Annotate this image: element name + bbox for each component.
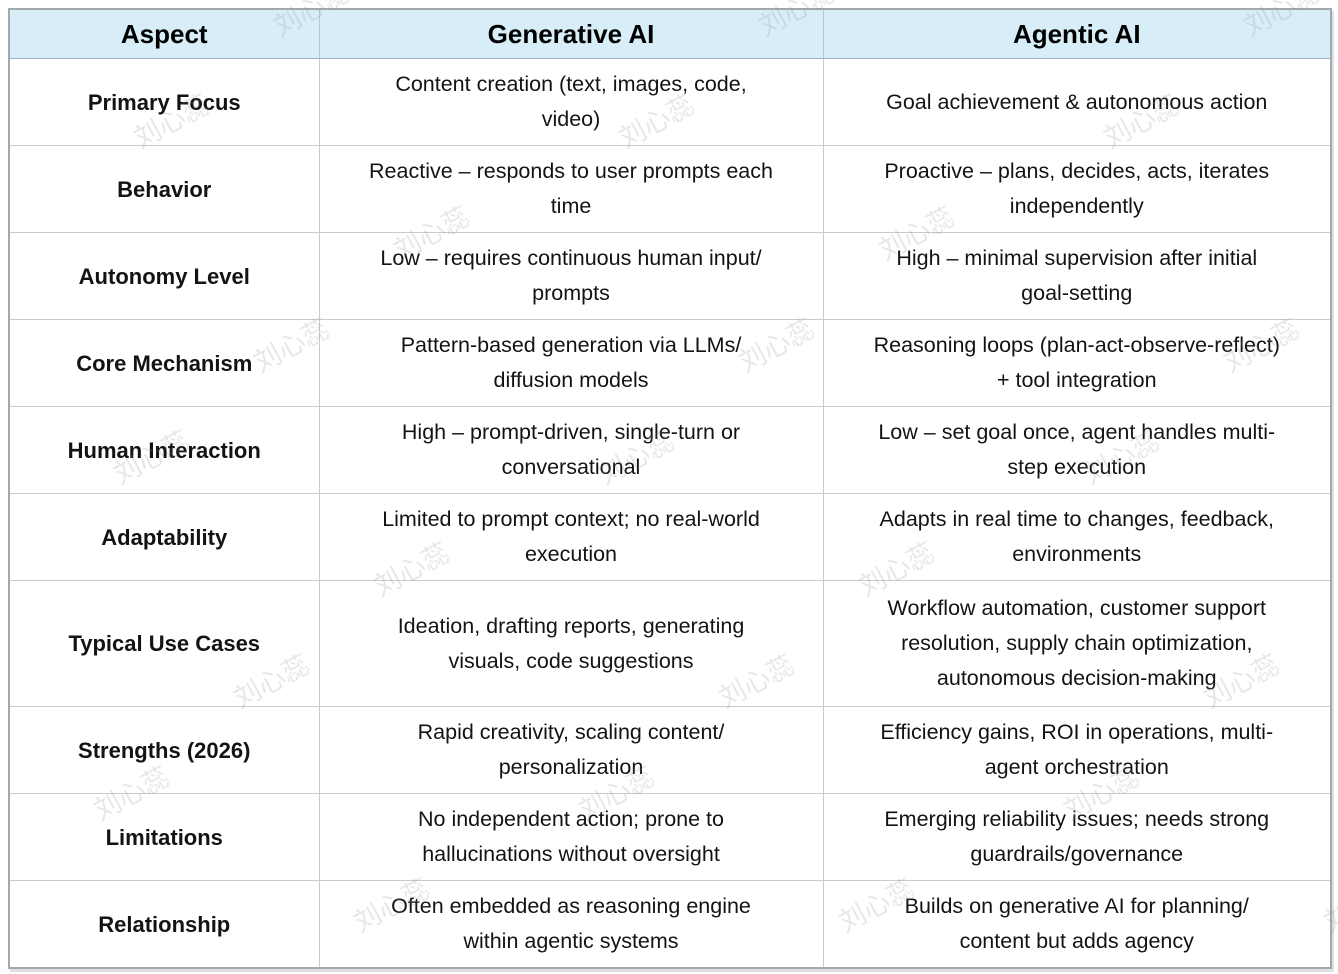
table-row: Human Interaction High – prompt-driven, … bbox=[8, 406, 1332, 494]
agentic-cell: Emerging reliability issues; needs stron… bbox=[822, 793, 1332, 881]
agentic-cell: Reasoning loops (plan-act-observe-reflec… bbox=[822, 319, 1332, 407]
aspect-cell: Behavior bbox=[8, 145, 320, 233]
table-row: Adaptability Limited to prompt context; … bbox=[8, 493, 1332, 581]
table-row: Typical Use Cases Ideation, drafting rep… bbox=[8, 580, 1332, 707]
agentic-cell: Adapts in real time to changes, feedback… bbox=[822, 493, 1332, 581]
aspect-cell: Limitations bbox=[8, 793, 320, 881]
header-cell-aspect: Aspect bbox=[8, 8, 320, 59]
generative-cell: Content creation (text, images, code, vi… bbox=[318, 58, 824, 146]
generative-cell: Low – requires continuous human input/ p… bbox=[318, 232, 824, 320]
agentic-cell: Goal achievement & autonomous action bbox=[822, 58, 1332, 146]
header-cell-agentic-ai: Agentic AI bbox=[822, 8, 1332, 59]
aspect-cell: Relationship bbox=[8, 880, 320, 969]
agentic-cell: Builds on generative AI for planning/ co… bbox=[822, 880, 1332, 969]
table-row: Strengths (2026) Rapid creativity, scali… bbox=[8, 706, 1332, 794]
table-row: Autonomy Level Low – requires continuous… bbox=[8, 232, 1332, 320]
generative-cell: High – prompt-driven, single-turn or con… bbox=[318, 406, 824, 494]
table-row: Primary Focus Content creation (text, im… bbox=[8, 58, 1332, 146]
comparison-table: Aspect Generative AI Agentic AI Primary … bbox=[8, 8, 1332, 969]
aspect-cell: Typical Use Cases bbox=[8, 580, 320, 707]
generative-cell: Limited to prompt context; no real-world… bbox=[318, 493, 824, 581]
aspect-cell: Core Mechanism bbox=[8, 319, 320, 407]
agentic-cell: Efficiency gains, ROI in operations, mul… bbox=[822, 706, 1332, 794]
header-row: Aspect Generative AI Agentic AI bbox=[8, 8, 1332, 59]
aspect-cell: Adaptability bbox=[8, 493, 320, 581]
agentic-cell: High – minimal supervision after initial… bbox=[822, 232, 1332, 320]
table-row: Core Mechanism Pattern-based generation … bbox=[8, 319, 1332, 407]
generative-cell: Often embedded as reasoning engine withi… bbox=[318, 880, 824, 969]
aspect-cell: Human Interaction bbox=[8, 406, 320, 494]
aspect-cell: Strengths (2026) bbox=[8, 706, 320, 794]
table-row: Relationship Often embedded as reasoning… bbox=[8, 880, 1332, 969]
generative-cell: Reactive – responds to user prompts each… bbox=[318, 145, 824, 233]
aspect-cell: Autonomy Level bbox=[8, 232, 320, 320]
table-row: Behavior Reactive – responds to user pro… bbox=[8, 145, 1332, 233]
header-cell-generative-ai: Generative AI bbox=[318, 8, 824, 59]
agentic-cell: Low – set goal once, agent handles multi… bbox=[822, 406, 1332, 494]
generative-cell: No independent action; prone to hallucin… bbox=[318, 793, 824, 881]
generative-cell: Rapid creativity, scaling content/ perso… bbox=[318, 706, 824, 794]
aspect-cell: Primary Focus bbox=[8, 58, 320, 146]
generative-cell: Pattern-based generation via LLMs/ diffu… bbox=[318, 319, 824, 407]
agentic-cell: Proactive – plans, decides, acts, iterat… bbox=[822, 145, 1332, 233]
generative-cell: Ideation, drafting reports, generating v… bbox=[318, 580, 824, 707]
agentic-cell: Workflow automation, customer support re… bbox=[822, 580, 1332, 707]
table-row: Limitations No independent action; prone… bbox=[8, 793, 1332, 881]
